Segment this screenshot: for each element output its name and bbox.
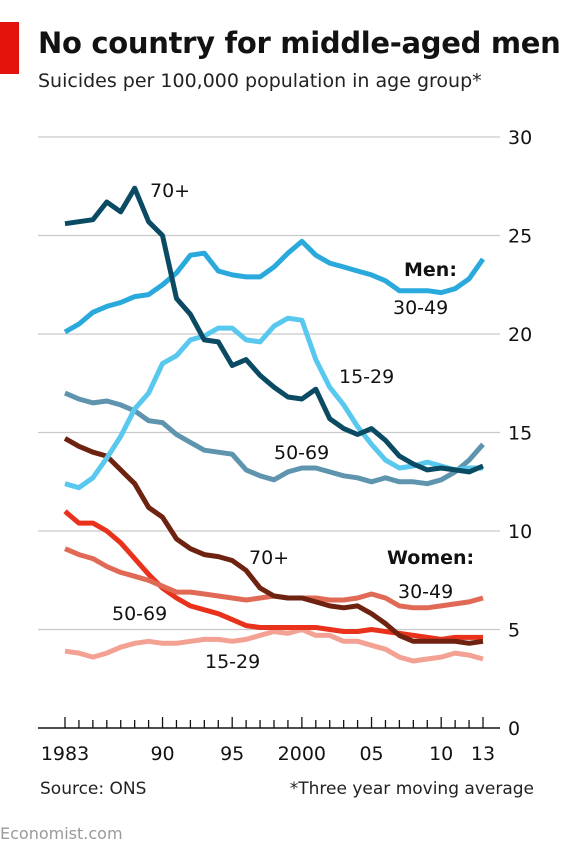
series-label-women-30-49: 30-49 <box>398 581 453 603</box>
x-tick-label-10: 10 <box>429 743 453 765</box>
y-tick-label-5: 5 <box>508 620 520 642</box>
series-line-women-15-29 <box>64 627 484 664</box>
series-labels: Men: 30-49 70+ 15-29 50-69 Women: 30-49 … <box>112 180 474 673</box>
x-tick-label-90: 90 <box>150 743 174 765</box>
x-tick-label-05: 05 <box>359 743 383 765</box>
series-label-men-15-29: 15-29 <box>339 366 394 388</box>
series-line-men-50-69 <box>64 390 485 487</box>
series-label-men-50-69: 50-69 <box>274 442 329 464</box>
x-tick-label-2000: 2000 <box>278 743 326 765</box>
gridlines: 0 5 10 15 20 25 30 <box>38 127 532 740</box>
y-tick-label-15: 15 <box>508 423 532 445</box>
group-label-women: Women: <box>387 547 474 569</box>
x-tick-label-13: 13 <box>471 743 495 765</box>
series-label-men-70-plus: 70+ <box>150 180 190 202</box>
series-label-women-50-69: 50-69 <box>112 603 167 625</box>
series-line-men-70-plus <box>64 185 484 475</box>
y-tick-label-30: 30 <box>508 127 532 149</box>
series-lines <box>63 185 486 664</box>
series-line-men-30-49 <box>63 238 486 335</box>
chart-title: No country for middle-aged men <box>38 26 561 60</box>
series-line-women-70-plus <box>63 436 484 646</box>
brand-footer: Economist.com <box>0 824 123 843</box>
x-axis: 1983 90 95 2000 05 10 13 <box>38 717 500 765</box>
x-tick-label-1983: 1983 <box>41 743 89 765</box>
y-tick-label-20: 20 <box>508 324 532 346</box>
x-tick-label-95: 95 <box>220 743 244 765</box>
group-label-men: Men: <box>404 259 457 281</box>
chart-subtitle: Suicides per 100,000 population in age g… <box>38 70 482 92</box>
series-label-women-70-plus: 70+ <box>249 547 289 569</box>
brand-red-tag <box>0 22 19 74</box>
footnote: *Three year moving average <box>289 779 534 799</box>
series-label-women-15-29: 15-29 <box>205 651 260 673</box>
series-label-men-30-49: 30-49 <box>393 297 448 319</box>
source-note: Source: ONS <box>40 779 147 799</box>
y-tick-label-25: 25 <box>508 226 532 248</box>
y-tick-label-10: 10 <box>508 521 532 543</box>
series-line-women-50-69 <box>63 509 483 642</box>
y-tick-label-0: 0 <box>508 718 520 740</box>
